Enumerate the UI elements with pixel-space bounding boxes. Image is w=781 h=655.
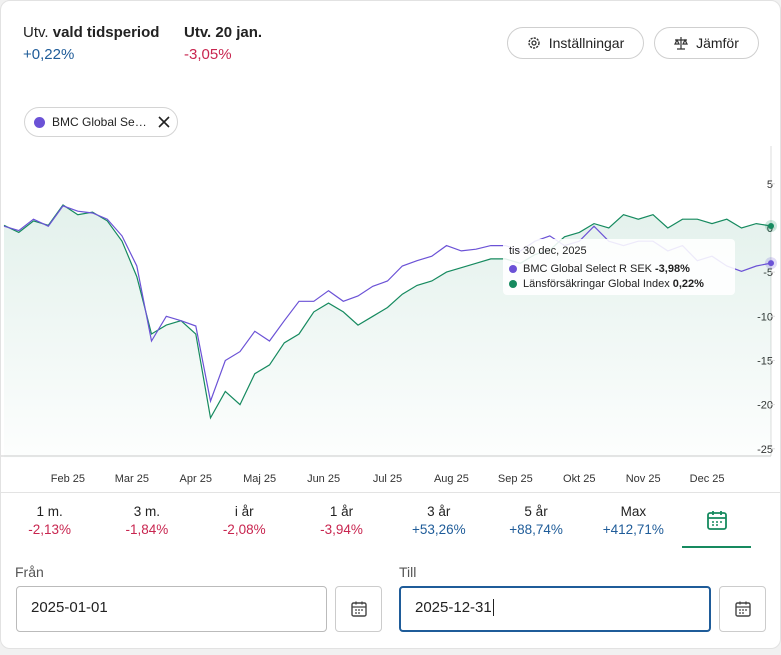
period-value: -2,13% — [28, 522, 72, 537]
period-tab[interactable]: 3 år +53,26% — [390, 493, 487, 548]
x-tick-label: Dec 25 — [690, 473, 725, 485]
stat-label: Utv. vald tidsperiod — [23, 24, 159, 41]
x-tick-label: Nov 25 — [626, 473, 661, 485]
tooltip-name: Länsförsäkringar Global Index — [523, 278, 670, 290]
end-dot — [768, 223, 774, 230]
series-chip[interactable]: BMC Global Se… — [24, 107, 178, 137]
x-tick-label: Feb 25 — [51, 473, 85, 485]
settings-button[interactable]: Inställningar — [507, 27, 644, 59]
chip-dot — [34, 116, 45, 128]
period-tab[interactable]: 1 m. -2,13% — [1, 493, 98, 548]
date-input-value: 2025-12-31 — [415, 599, 492, 616]
calendar-button[interactable] — [719, 586, 766, 632]
field-label: Till — [399, 564, 417, 580]
end-dot — [768, 260, 774, 267]
tooltip-value: -3,98% — [655, 263, 690, 275]
calendar-icon — [350, 601, 367, 617]
caret — [492, 599, 494, 616]
y-tick-label: 5 — [767, 179, 773, 191]
period-value: -1,84% — [125, 522, 169, 537]
period-value: +53,26% — [411, 522, 466, 537]
period-value: -2,08% — [222, 522, 266, 537]
tooltip: tis 30 dec, 2025 BMC Global Select R SEK… — [503, 239, 735, 295]
tooltip-dot — [509, 265, 517, 273]
period-tab[interactable]: Max +412,71% — [585, 493, 682, 548]
tooltip-row: Länsförsäkringar Global Index 0,22% — [509, 278, 704, 290]
period-value: -3,94% — [320, 522, 363, 537]
x-tick-label: Maj 25 — [243, 473, 276, 485]
period-label: 3 m. — [133, 504, 161, 519]
tooltip-name: BMC Global Select R SEK — [523, 263, 652, 275]
series-line — [3, 204, 772, 420]
x-tick-label: Mar 25 — [115, 473, 149, 485]
period-label: i år — [234, 504, 254, 519]
x-tick-label: Jul 25 — [373, 473, 402, 485]
calendar-tab[interactable] — [682, 493, 751, 548]
calendar-icon — [734, 601, 751, 617]
compare-button[interactable]: Jämför — [654, 27, 759, 59]
stat-label-prefix: Utv. — [23, 24, 49, 41]
tooltip-value: 0,22% — [672, 278, 704, 290]
stat-value: -3,05% — [184, 46, 232, 63]
x-tick-label: Okt 25 — [563, 473, 595, 485]
period-label: Max — [620, 504, 647, 519]
tab-indicator — [682, 546, 751, 548]
x-tick-label: Jun 25 — [307, 473, 340, 485]
x-tick-label: Apr 25 — [180, 473, 212, 485]
period-label: 1 m. — [36, 504, 63, 519]
divider — [1, 492, 780, 493]
field-label: Från — [15, 564, 44, 580]
tooltip-dot — [509, 280, 517, 288]
period-tab[interactable]: i år -2,08% — [196, 493, 293, 548]
x-tick-label: Aug 25 — [434, 473, 469, 485]
date-input[interactable]: 2025-12-31 — [399, 586, 711, 632]
period-tab[interactable]: 1 år -3,94% — [293, 493, 390, 548]
period-value: +88,74% — [509, 522, 563, 537]
button-label: Jämför — [696, 35, 739, 51]
period-tab[interactable]: 3 m. -1,84% — [98, 493, 195, 548]
calendar-button[interactable] — [335, 586, 382, 632]
calendar-icon — [706, 511, 727, 530]
stat-value: +0,22% — [23, 46, 75, 63]
button-label: Inställningar — [548, 35, 625, 51]
tooltip-row: BMC Global Select R SEK -3,98% — [509, 263, 690, 275]
period-label: 3 år — [427, 504, 451, 519]
tooltip-date: tis 30 dec, 2025 — [509, 245, 587, 257]
chip-label: BMC Global Se… — [52, 115, 147, 129]
scale-icon — [674, 37, 689, 50]
period-value: +412,71% — [602, 522, 664, 537]
period-tab[interactable]: 5 år +88,74% — [487, 493, 584, 548]
stat-label-bold: Utv. 20 jan. — [184, 24, 263, 41]
stat-label-bold: vald tidsperiod — [52, 24, 160, 41]
stat-label: Utv. 20 jan. — [184, 24, 262, 41]
gear-icon — [528, 37, 540, 49]
period-label: 1 år — [329, 504, 354, 519]
x-tick-label: Sep 25 — [498, 473, 533, 485]
close-icon[interactable] — [158, 116, 170, 128]
date-input[interactable]: 2025-01-01 — [16, 586, 327, 632]
period-label: 5 år — [524, 504, 548, 519]
